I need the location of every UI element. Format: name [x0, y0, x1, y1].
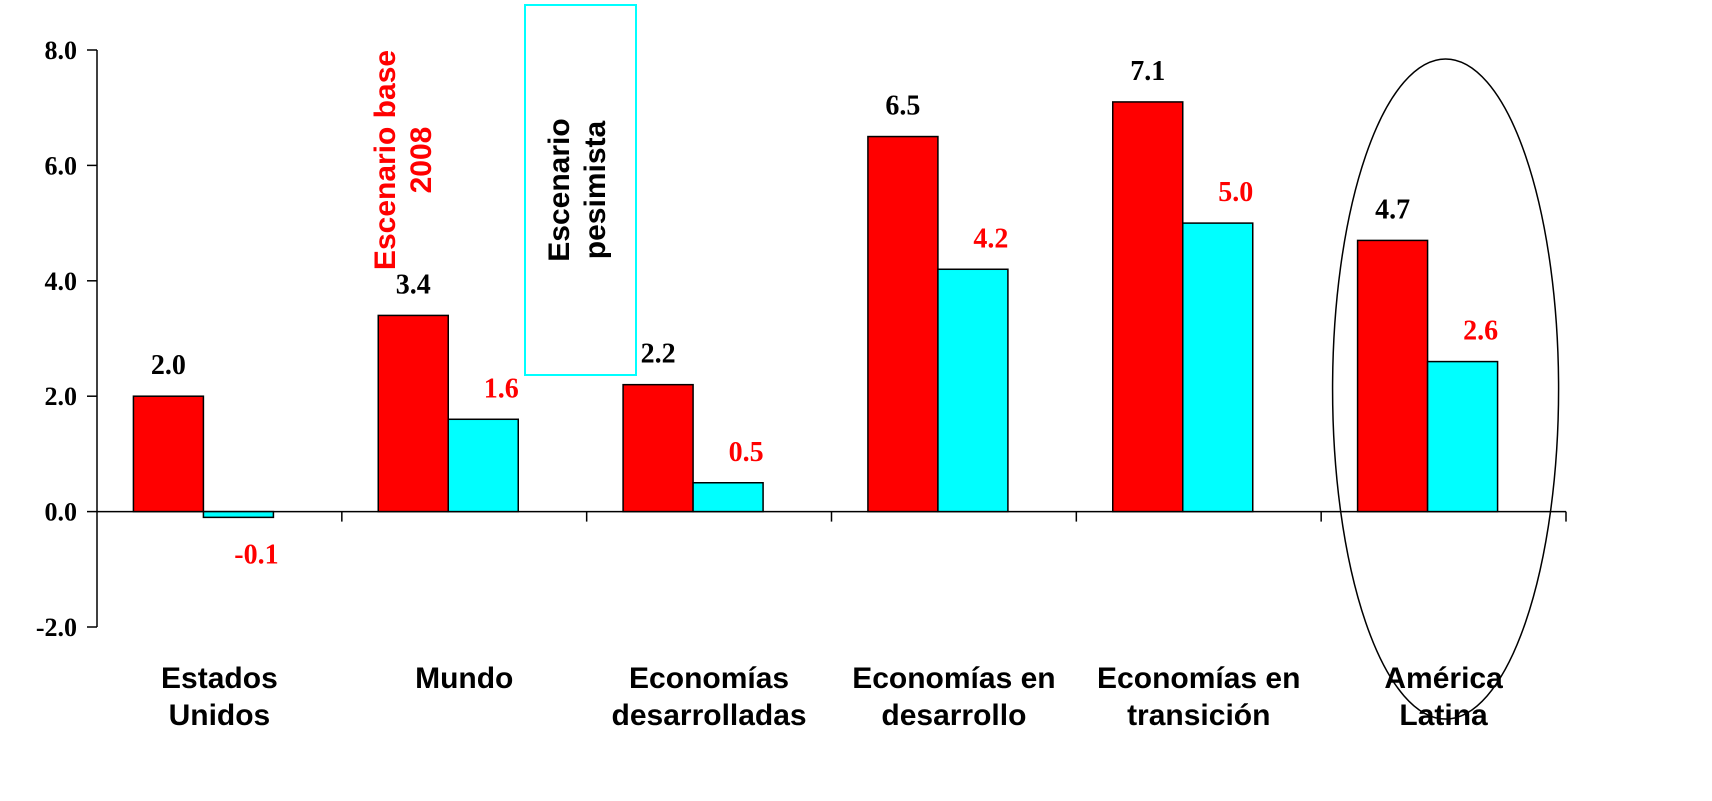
data-label: 6.5: [885, 91, 920, 122]
data-label: 2.2: [641, 339, 676, 370]
bar-pesimista: [1182, 222, 1254, 513]
category-label: Estados: [161, 662, 278, 695]
category-label: América: [1384, 662, 1503, 695]
data-label: -0.1: [234, 540, 278, 571]
legend-base: Escenario base 2008: [369, 50, 438, 270]
bar-base: [377, 314, 449, 513]
bar-base: [867, 135, 939, 513]
bar-pesimista: [447, 418, 519, 513]
highlight-ellipse: [1331, 58, 1560, 720]
bar-base: [1112, 101, 1184, 513]
bar-base: [1356, 239, 1429, 513]
data-label: 3.4: [396, 269, 431, 300]
data-label: 2.6: [1463, 316, 1498, 347]
category-label: Economías en: [1097, 662, 1300, 695]
bar-pesimista: [1426, 360, 1499, 513]
y-tick-label: 8.0: [45, 36, 78, 65]
data-label: 4.2: [973, 223, 1008, 254]
y-tick-label: 0.0: [45, 498, 78, 527]
data-label: 0.5: [729, 437, 764, 468]
y-tick-label: -2.0: [36, 613, 77, 642]
category-label: Economías: [629, 662, 789, 695]
data-label: 4.7: [1375, 194, 1410, 225]
bar-base: [622, 383, 694, 513]
data-label: 1.6: [484, 373, 519, 404]
category-label: Mundo: [415, 662, 513, 695]
data-label: 5.0: [1218, 177, 1253, 208]
bar-pesimista: [937, 268, 1009, 513]
highlight: [1331, 58, 1560, 720]
x-axis: [97, 510, 1567, 522]
data-labels: 2.0 -0.1 3.4 1.6 2.2 0.5 6.5 4.2 7.1 5.0 4.7 2.6: [151, 56, 1498, 571]
y-axis: -2.0 0.0 2.0 4.0 6.0 8.0: [36, 36, 98, 642]
category-label: Economías en: [852, 662, 1055, 695]
category-label: Latina: [1399, 699, 1488, 732]
y-tick-label: 4.0: [45, 267, 78, 296]
y-tick-label: 6.0: [45, 151, 78, 180]
bar-pesimista: [692, 482, 764, 513]
legend-base-line: Escenario base: [369, 50, 402, 270]
legend-pesimista-box: [524, 4, 637, 376]
legend-pesimista-line: Escenario: [543, 118, 576, 261]
legend-base-line: 2008: [405, 127, 438, 194]
bar-base: [132, 395, 205, 513]
data-label: 7.1: [1130, 56, 1165, 87]
category-labels: Estados Unidos Mundo Economías desarrolladas…: [161, 662, 1503, 732]
y-tick-label: 2.0: [45, 382, 78, 411]
data-label: 2.0: [151, 350, 186, 381]
category-label: Unidos: [169, 699, 271, 732]
bar-pesimista: [202, 510, 275, 519]
category-label: desarrollo: [881, 699, 1026, 732]
bars: [132, 101, 1499, 519]
legend-pesimista-line: pesimista: [579, 120, 612, 259]
category-label: transición: [1127, 699, 1270, 732]
category-label: desarrolladas: [612, 699, 807, 732]
legend-pesimista: Escenario pesimista: [543, 118, 612, 261]
legend: Escenario base 2008 Escenario pesimista: [369, 4, 637, 376]
